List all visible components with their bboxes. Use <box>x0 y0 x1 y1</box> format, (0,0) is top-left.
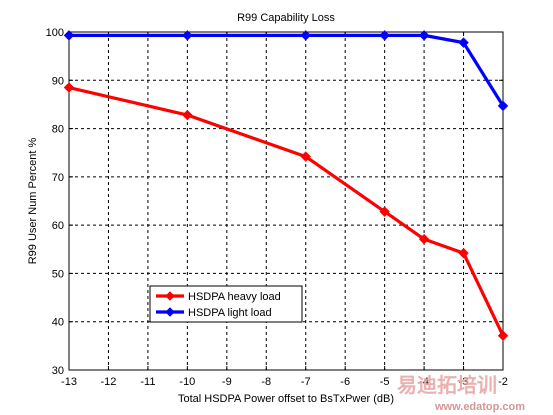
legend-box <box>149 285 303 323</box>
y-tick-label: 100 <box>46 27 64 39</box>
watermark-text: 易迪拓培训 <box>397 373 497 397</box>
x-tick-label: -10 <box>179 376 195 388</box>
x-tick-label: -8 <box>261 376 271 388</box>
legend-item: HSDPA heavy load <box>156 291 281 303</box>
data-point <box>379 30 390 41</box>
x-tick-label: -9 <box>222 376 232 388</box>
legend: HSDPA heavy load HSDPA light load <box>149 285 303 323</box>
watermark: 易迪拓培训 www.edatop.com <box>397 373 525 413</box>
series-group <box>63 30 509 341</box>
y-tick-label: 90 <box>52 75 64 87</box>
y-tick-label: 60 <box>52 220 64 232</box>
x-tick-label: -6 <box>340 376 350 388</box>
x-tick-label: -13 <box>61 376 77 388</box>
data-point <box>300 151 311 162</box>
x-tick-label: -11 <box>140 376 155 388</box>
y-tick-label: 70 <box>52 172 64 184</box>
y-tick-label: 40 <box>52 317 64 329</box>
legend-marker <box>165 307 175 317</box>
data-point <box>63 82 75 93</box>
data-point <box>182 109 193 121</box>
y-axis-label: R99 User Num Percent % <box>27 138 39 265</box>
x-axis-label: Total HSDPA Power offset to BsTxPwer (dB… <box>178 393 394 405</box>
plot-frame <box>68 31 504 371</box>
data-point <box>458 247 469 259</box>
data-point <box>458 37 469 48</box>
x-tick-label: -5 <box>380 376 390 388</box>
y-tick-label: 50 <box>52 268 64 280</box>
data-point <box>63 30 75 41</box>
legend-label: HSDPA light load <box>188 307 272 319</box>
x-tick-label: -4 <box>419 376 429 388</box>
chart-title: R99 Capability Loss <box>237 12 335 24</box>
y-tick-label: 30 <box>52 365 64 377</box>
data-point <box>379 206 390 217</box>
x-tick-label: -3 <box>459 376 469 388</box>
data-point <box>497 330 509 341</box>
legend-marker <box>165 291 175 301</box>
legend-label: HSDPA heavy load <box>188 291 281 303</box>
watermark-url: www.edatop.com <box>434 401 525 413</box>
x-tick-label: -2 <box>498 376 508 388</box>
x-tick-label: -12 <box>101 376 117 388</box>
data-point <box>182 30 193 41</box>
data-point <box>497 100 509 112</box>
data-point <box>418 30 430 41</box>
x-tick-label: -7 <box>301 376 311 388</box>
axis-ticks: -13 -12 -11 -10 -9 -8 -7 -6 -5 -4 -3 -2 30 40 50 60 70 80… <box>46 27 508 388</box>
series-light-load <box>63 30 509 112</box>
data-point <box>300 30 311 41</box>
series-heavy-load <box>63 82 509 341</box>
series-line <box>69 33 505 107</box>
grid <box>69 32 503 370</box>
y-tick-label: 80 <box>52 124 64 136</box>
legend-item: HSDPA light load <box>156 307 272 319</box>
data-point <box>418 233 430 245</box>
